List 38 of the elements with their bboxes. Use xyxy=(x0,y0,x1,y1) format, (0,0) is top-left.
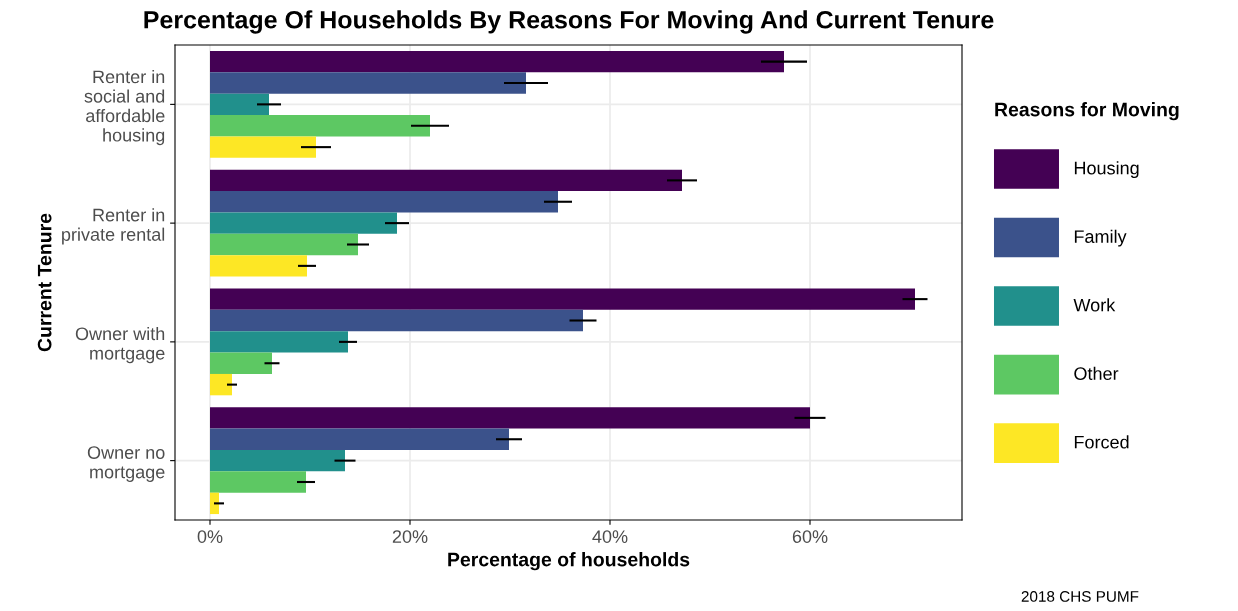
bar xyxy=(210,331,348,353)
bar xyxy=(210,309,583,332)
y-tick-label: Renter in private rental xyxy=(62,208,165,245)
bar xyxy=(210,115,430,137)
legend-label: Family xyxy=(1074,229,1127,247)
bar xyxy=(210,407,810,429)
x-tick-label: 40% xyxy=(592,530,628,543)
bar xyxy=(210,352,272,374)
bar xyxy=(210,233,358,256)
bar xyxy=(210,492,219,515)
bar xyxy=(210,471,306,493)
bar xyxy=(210,136,316,158)
legend-label: Other xyxy=(1074,366,1119,381)
legend-label: Work xyxy=(1073,298,1116,312)
bar xyxy=(210,50,784,73)
y-tick-label: Renter in social and affordable housing xyxy=(84,69,165,146)
x-tick-label: 20% xyxy=(392,530,428,543)
bar xyxy=(210,93,269,116)
bar xyxy=(210,212,397,234)
y-tick-label: Owner with mortgage xyxy=(75,326,165,364)
legend-label: Housing xyxy=(1074,161,1139,179)
bar xyxy=(210,255,307,277)
bar xyxy=(210,449,345,472)
x-axis-title: Percentage of households xyxy=(448,552,690,571)
text: 2018 CHS PUMF xyxy=(1021,591,1139,602)
legend-label: Forced xyxy=(1074,435,1129,449)
bar xyxy=(210,169,682,192)
x-tick-label: 0% xyxy=(197,530,223,543)
bar xyxy=(210,72,526,94)
y-axis-title: Current Tenure xyxy=(37,213,52,352)
bar xyxy=(210,428,509,450)
bar xyxy=(210,373,232,396)
bar xyxy=(210,191,558,213)
legend-title: Reasons for Moving xyxy=(995,102,1179,121)
bar xyxy=(210,288,915,310)
y-tick-label: Owner no mortgage xyxy=(87,446,165,482)
chart-title: Percentage Of Households By Reasons For Moving And Current Tenure xyxy=(144,10,994,34)
x-tick-label: 60% xyxy=(792,530,828,543)
